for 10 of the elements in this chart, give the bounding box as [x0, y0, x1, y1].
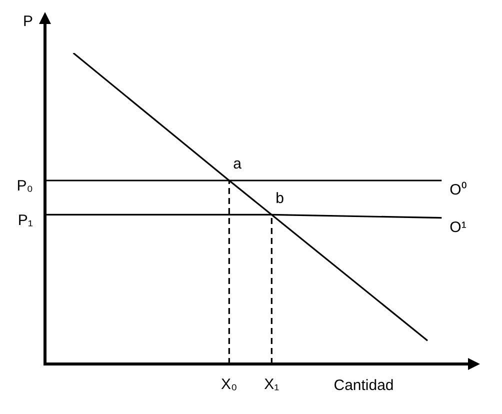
text: P₁: [18, 212, 33, 229]
annotation: a: [233, 156, 242, 173]
series-label: O⁰: [450, 182, 466, 199]
x-tick-label: X₀: [221, 376, 238, 394]
series-label: O¹: [450, 218, 466, 236]
y-axis-title: P: [22, 13, 33, 30]
x-tick-label: X₁: [264, 376, 280, 394]
text: P₀: [16, 178, 33, 195]
annotation: b: [276, 190, 284, 207]
x-axis-title: Cantidad: [334, 377, 394, 394]
